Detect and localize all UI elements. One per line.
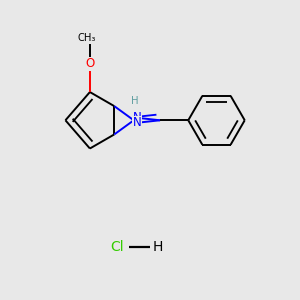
Text: H: H [152, 240, 163, 254]
Text: N: N [133, 116, 142, 129]
Text: O: O [85, 57, 94, 70]
Text: N: N [133, 111, 142, 124]
Text: CH₃: CH₃ [78, 33, 96, 43]
Text: H: H [131, 96, 138, 106]
Text: Cl: Cl [110, 240, 124, 254]
